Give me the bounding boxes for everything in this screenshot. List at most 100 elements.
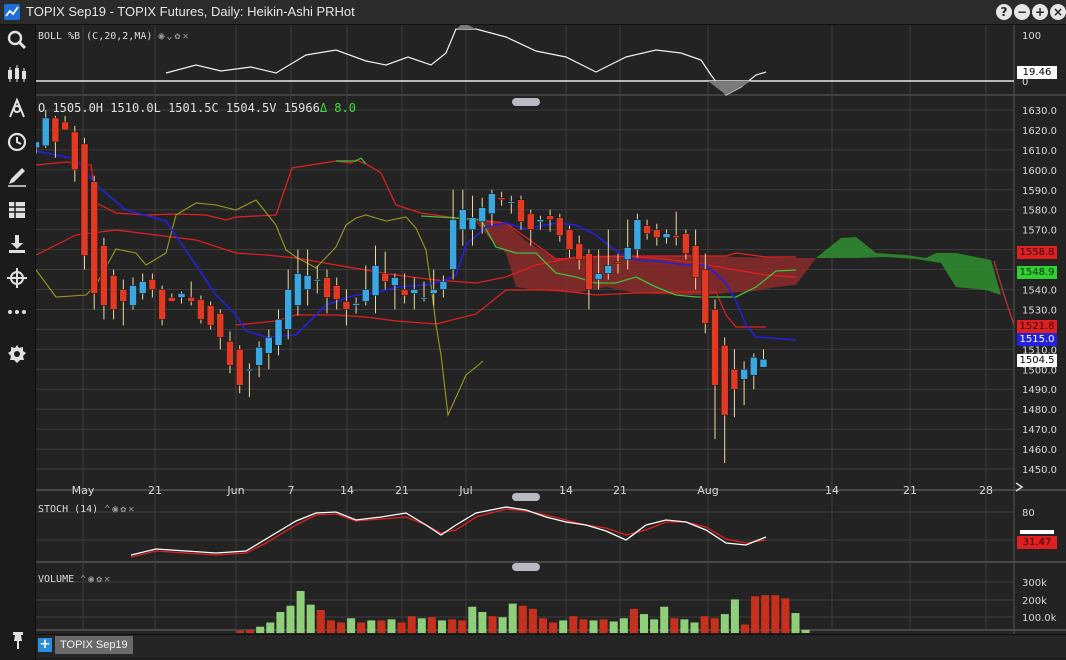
- candle-body: [468, 217, 477, 230]
- candle-body: [633, 219, 642, 250]
- volume-bar: [326, 620, 335, 633]
- ohlc-low: 1501.5C: [168, 101, 219, 115]
- candle-body: [449, 219, 457, 270]
- minimize-button[interactable]: −: [1014, 4, 1030, 20]
- add-tab-button[interactable]: +: [38, 637, 52, 652]
- candle-body: [585, 253, 593, 290]
- volume-bar: [781, 598, 790, 633]
- ohlc-change: Δ 8.0: [319, 101, 356, 115]
- volume-bar: [761, 595, 770, 633]
- layout-icon[interactable]: [6, 199, 28, 221]
- chart-type-icon[interactable]: [6, 63, 28, 85]
- volume-bar: [640, 614, 648, 633]
- panel-splitter-handle[interactable]: [512, 493, 540, 501]
- candle-body: [517, 199, 525, 222]
- candle-body: [138, 281, 147, 294]
- indicator-icon[interactable]: [6, 97, 28, 119]
- boll-overbought-fill: [456, 25, 476, 29]
- candle-body: [691, 245, 700, 278]
- candle-body: [682, 233, 690, 254]
- candle-body: [556, 217, 564, 236]
- symbol-tab-label: TOPIX Sep19: [60, 639, 128, 651]
- ichimoku-span-red: [36, 229, 797, 284]
- volume-bar: [236, 630, 244, 633]
- volume-bar: [650, 619, 659, 633]
- volume-bar: [377, 620, 386, 633]
- crosshair-icon[interactable]: [6, 267, 28, 289]
- search-icon[interactable]: [6, 29, 28, 51]
- draw-icon[interactable]: [6, 165, 28, 187]
- chart-canvas[interactable]: 1630.0 1620.0 1610.0 1600.0 1590.0 1580.0 1570…: [36, 25, 1066, 637]
- candle-body: [362, 289, 370, 302]
- candle-body: [759, 359, 768, 368]
- volume-bar: [488, 616, 497, 633]
- time-tick-label: 21: [148, 484, 162, 497]
- price-tag: 1504.5: [1017, 354, 1057, 368]
- panel-controls-icon[interactable]: ⌃◉✿✕: [80, 574, 113, 585]
- candle-body: [216, 313, 225, 338]
- candle-body: [148, 279, 157, 290]
- candle-body: [168, 297, 176, 302]
- candle-body: [420, 297, 428, 300]
- close-button[interactable]: ×: [1050, 4, 1066, 20]
- boll-tick-label: 0: [1022, 77, 1028, 88]
- ichimoku-span-green-2: [336, 157, 367, 165]
- price-tick-label: 1580.0: [1022, 206, 1057, 217]
- candle-body: [391, 277, 399, 286]
- volume-bar: [730, 599, 739, 633]
- volume-bar: [609, 621, 618, 633]
- clock-icon[interactable]: [6, 131, 28, 153]
- volume-bar: [539, 618, 547, 633]
- volume-bar: [266, 622, 275, 633]
- panel-splitter-handle[interactable]: [512, 98, 540, 106]
- candle-body: [672, 235, 680, 238]
- time-tick-label: 14: [340, 484, 354, 497]
- panel-controls-icon[interactable]: ◉⌄✿✕: [158, 31, 191, 42]
- time-tick-label: 14: [825, 484, 839, 497]
- candle-body: [90, 181, 98, 294]
- candle-body: [274, 319, 283, 346]
- pin-icon[interactable]: [8, 630, 28, 650]
- ohlc-volume: 15966: [283, 101, 320, 115]
- volume-bar: [629, 608, 638, 633]
- panel-controls-icon[interactable]: ⌃◉✿✕: [104, 504, 137, 515]
- candle-body: [623, 247, 632, 260]
- help-button[interactable]: ?: [996, 4, 1012, 20]
- ohlc-high: 1510.0L: [110, 101, 161, 115]
- volume-bar: [741, 624, 749, 633]
- settings-icon[interactable]: [6, 343, 28, 365]
- volume-bar: [518, 605, 527, 633]
- volume-bar: [619, 618, 628, 633]
- candle-body: [459, 209, 467, 230]
- candle-body: [750, 357, 758, 376]
- volume-bar: [246, 629, 255, 633]
- chart-area[interactable]: 1630.0 1620.0 1610.0 1600.0 1590.0 1580.0 1570…: [36, 25, 1066, 637]
- stoch-k-line: [130, 506, 767, 556]
- time-tick-label: 28: [979, 484, 993, 497]
- more-icon[interactable]: [6, 301, 28, 323]
- symbol-tab[interactable]: TOPIX Sep19: [55, 636, 133, 654]
- volume-bar: [357, 622, 366, 633]
- volume-bar: [710, 618, 719, 633]
- candle-body: [284, 289, 292, 330]
- price-tick-label: 1600.0: [1022, 166, 1057, 177]
- volume-bar: [337, 622, 345, 633]
- price-tag: 1548.9: [1017, 265, 1057, 279]
- candle-body: [313, 279, 322, 282]
- volume-bar: [498, 617, 507, 633]
- price-tick-label: 1590.0: [1022, 186, 1057, 197]
- maximize-button[interactable]: +: [1032, 4, 1048, 20]
- candle-body: [653, 229, 661, 238]
- volume-bar: [771, 595, 780, 633]
- candle-body: [197, 299, 205, 320]
- stoch-d-line: [130, 508, 767, 558]
- download-icon[interactable]: [6, 233, 28, 255]
- volume-bar: [448, 619, 457, 633]
- time-tick-label: 14: [559, 484, 573, 497]
- volume-bar: [508, 603, 517, 633]
- price-tag: 1521.8: [1017, 319, 1057, 333]
- candle-body: [614, 261, 622, 264]
- volume-bar: [670, 618, 679, 633]
- panel-splitter-handle[interactable]: [512, 563, 540, 571]
- candle-body: [265, 337, 273, 354]
